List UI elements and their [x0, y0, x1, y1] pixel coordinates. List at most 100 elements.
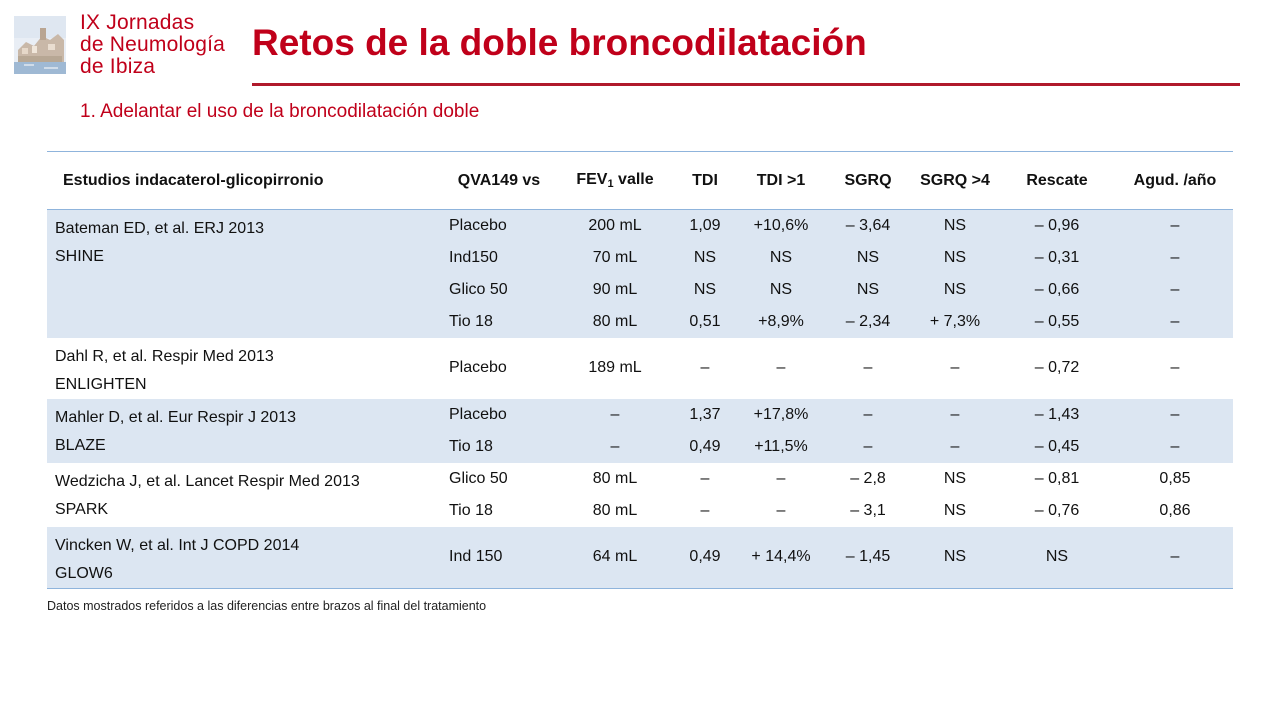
conference-name-line: IX Jornadas	[80, 11, 195, 34]
sgrq-cell: – 2,8	[823, 462, 913, 495]
header-sgrq: SGRQ	[823, 151, 913, 210]
rescue-cell: – 0,31	[997, 241, 1117, 274]
comparator-cell: Glico 50	[439, 273, 559, 306]
comparator-cell: Glico 50	[439, 462, 559, 495]
sgrq-gt4-cell: NS	[913, 241, 997, 274]
tdi-cell: –	[671, 337, 739, 399]
study-name: GLOW6	[55, 564, 113, 582]
tdi-cell: 1,37	[671, 398, 739, 431]
sgrq-gt4-cell: NS	[913, 209, 997, 242]
exacerbations-cell: –	[1117, 209, 1233, 242]
header-tdi-gt1: TDI >1	[739, 151, 823, 210]
study-citation: Wedzicha J, et al. Lancet Respir Med 201…	[55, 472, 360, 490]
comparator-cell: Placebo	[439, 209, 559, 242]
tdi-cell: 0,49	[671, 430, 739, 463]
tdi-gt1-cell: + 14,4%	[739, 526, 823, 589]
sgrq-gt4-cell: –	[913, 398, 997, 431]
header-tdi: TDI	[671, 151, 739, 210]
tdi-cell: 0,51	[671, 305, 739, 338]
header-fev1-subscript: 1	[607, 178, 614, 190]
exacerbations-cell: –	[1117, 273, 1233, 306]
sgrq-cell: –	[823, 337, 913, 399]
fev1-cell: 80 mL	[559, 494, 671, 527]
fev1-cell: 64 mL	[559, 526, 671, 589]
tdi-cell: NS	[671, 241, 739, 274]
table-body: Bateman ED, et al. ERJ 2013 SHINE Placebo 2…	[47, 209, 1233, 589]
fev1-cell: –	[559, 398, 671, 431]
rescue-cell: – 0,66	[997, 273, 1117, 306]
study-cell: Bateman ED, et al. ERJ 2013 SHINE	[47, 209, 439, 338]
exacerbations-cell: 0,86	[1117, 494, 1233, 527]
conference-name-line: de Neumología	[80, 33, 226, 56]
slide-subtitle: 1. Adelantar el uso de la broncodilataci…	[80, 101, 480, 122]
tdi-gt1-cell: –	[739, 494, 823, 527]
study-cell: Dahl R, et al. Respir Med 2013 ENLIGHTEN	[47, 337, 439, 399]
table-row: Wedzicha J, et al. Lancet Respir Med 201…	[47, 462, 1233, 527]
header-exacerbations: Agud. /año	[1117, 151, 1233, 210]
rescue-cell: – 0,72	[997, 337, 1117, 399]
fev1-cell: 189 mL	[559, 337, 671, 399]
conference-logo: IX Jornadas de Neumología de Ibiza	[12, 12, 232, 80]
table-row: Dahl R, et al. Respir Med 2013 ENLIGHTEN P…	[47, 337, 1233, 399]
sgrq-cell: – 2,34	[823, 305, 913, 338]
study-name: SPARK	[55, 500, 109, 518]
sgrq-cell: NS	[823, 273, 913, 306]
rescue-cell: – 0,81	[997, 462, 1117, 495]
sgrq-cell: – 3,64	[823, 209, 913, 242]
fev1-cell: 70 mL	[559, 241, 671, 274]
study-citation: Vincken W, et al. Int J COPD 2014	[55, 536, 300, 554]
tdi-gt1-cell: +10,6%	[739, 209, 823, 242]
sgrq-gt4-cell: NS	[913, 273, 997, 306]
tdi-cell: –	[671, 494, 739, 527]
tdi-gt1-cell: +17,8%	[739, 398, 823, 431]
exacerbations-cell: –	[1117, 337, 1233, 399]
tdi-gt1-cell: +11,5%	[739, 430, 823, 463]
ibiza-town-icon	[14, 16, 66, 74]
conference-name-line: de Ibiza	[80, 55, 156, 78]
study-name: SHINE	[55, 248, 104, 265]
conference-name: IX Jornadas de Neumología de Ibiza	[80, 12, 225, 78]
exacerbations-cell: –	[1117, 398, 1233, 431]
tdi-cell: NS	[671, 273, 739, 306]
comparator-cell: Tio 18	[439, 430, 559, 463]
fev1-cell: 200 mL	[559, 209, 671, 242]
study-citation: Bateman ED, et al. ERJ 2013	[55, 220, 264, 237]
header-rescue: Rescate	[997, 151, 1117, 210]
sgrq-cell: NS	[823, 241, 913, 274]
ibiza-photo-thumbnail	[14, 16, 66, 74]
sgrq-cell: –	[823, 430, 913, 463]
fev1-cell: –	[559, 430, 671, 463]
comparator-cell: Ind150	[439, 241, 559, 274]
sgrq-gt4-cell: –	[913, 337, 997, 399]
study-cell: Vincken W, et al. Int J COPD 2014 GLOW6	[47, 526, 439, 589]
tdi-cell: 1,09	[671, 209, 739, 242]
fev1-cell: 90 mL	[559, 273, 671, 306]
sgrq-gt4-cell: NS	[913, 526, 997, 589]
table-row: Vincken W, et al. Int J COPD 2014 GLOW6 In…	[47, 526, 1233, 589]
tdi-cell: –	[671, 462, 739, 495]
table-header-row: Estudios indacaterol-glicopirronio QVA14…	[47, 151, 1233, 210]
table-row: Tio 18 80 mL – – – 3,1 NS – 0,76 0,86	[47, 494, 1233, 527]
rescue-cell: – 1,43	[997, 398, 1117, 431]
sgrq-cell: – 1,45	[823, 526, 913, 589]
fev1-cell: 80 mL	[559, 462, 671, 495]
tdi-gt1-cell: NS	[739, 273, 823, 306]
table-row: Tio 18–0,49 +11,5% – – – 0,45–	[47, 430, 1233, 463]
exacerbations-cell: –	[1117, 305, 1233, 338]
tdi-gt1-cell: –	[739, 337, 823, 399]
comparator-cell: Tio 18	[439, 305, 559, 338]
comparator-cell: Placebo	[439, 398, 559, 431]
comparator-cell: Tio 18	[439, 494, 559, 527]
rescue-cell: – 0,45	[997, 430, 1117, 463]
table-row: Glico 50 90 mL NS NS NS NS – 0,66–	[47, 273, 1233, 306]
header-study: Estudios indacaterol-glicopirronio	[47, 151, 439, 210]
tdi-gt1-cell: –	[739, 462, 823, 495]
exacerbations-cell: –	[1117, 241, 1233, 274]
header-fev1: FEV1 valle	[559, 151, 671, 210]
title-divider	[252, 83, 1240, 86]
tdi-gt1-cell: +8,9%	[739, 305, 823, 338]
exacerbations-cell: 0,85	[1117, 462, 1233, 495]
exacerbations-cell: –	[1117, 430, 1233, 463]
sgrq-gt4-cell: –	[913, 430, 997, 463]
comparator-cell: Placebo	[439, 337, 559, 399]
